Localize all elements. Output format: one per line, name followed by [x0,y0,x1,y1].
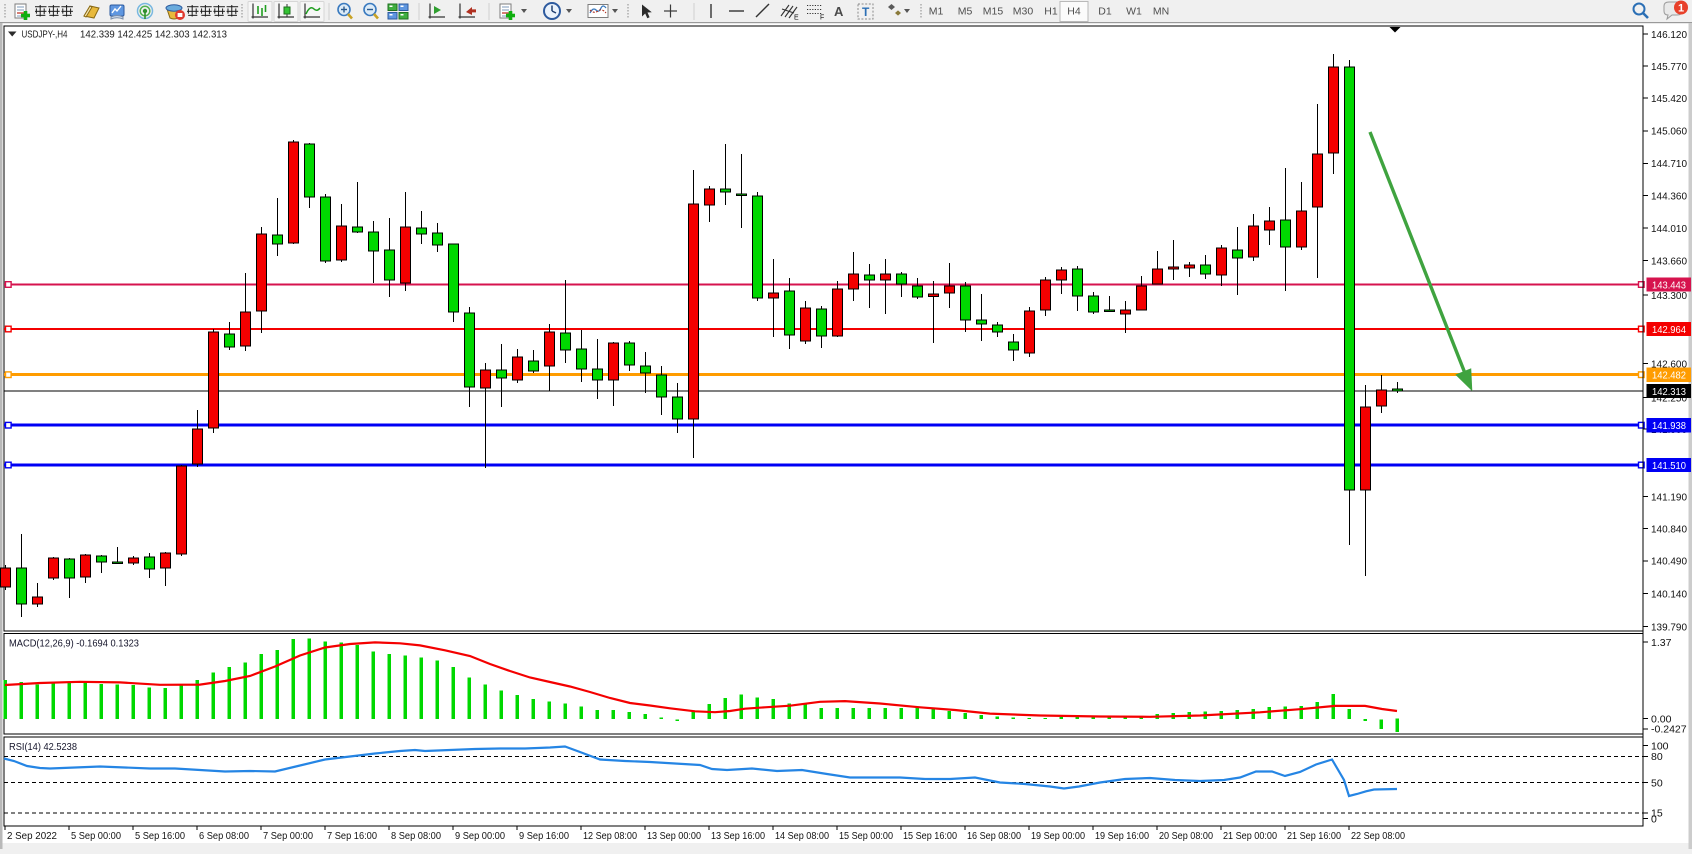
svg-text:H1: H1 [1044,6,1058,18]
svg-text:1: 1 [1678,3,1684,15]
svg-text:143.660: 143.660 [1651,255,1687,267]
svg-text:13 Sep 00:00: 13 Sep 00:00 [647,830,701,842]
svg-text:21 Sep 16:00: 21 Sep 16:00 [1287,830,1341,842]
svg-text:20 Sep 08:00: 20 Sep 08:00 [1159,830,1213,842]
svg-text:19 Sep 16:00: 19 Sep 16:00 [1095,830,1149,842]
svg-text:7 Sep 16:00: 7 Sep 16:00 [327,830,377,842]
svg-text:21 Sep 00:00: 21 Sep 00:00 [1223,830,1277,842]
svg-text:9 Sep 16:00: 9 Sep 16:00 [519,830,569,842]
svg-text:MACD(12,26,9) -0.1694 0.1323: MACD(12,26,9) -0.1694 0.1323 [9,638,139,650]
svg-text:140.140: 140.140 [1651,588,1687,600]
svg-text:M30: M30 [1013,6,1034,18]
svg-text:2 Sep 2022: 2 Sep 2022 [7,830,57,842]
svg-text:0: 0 [1651,813,1657,825]
svg-text:USDJPY-,H4: USDJPY-,H4 [22,29,68,41]
svg-text:19 Sep 00:00: 19 Sep 00:00 [1031,830,1085,842]
svg-text:142.313: 142.313 [1652,386,1686,398]
svg-text:5 Sep 16:00: 5 Sep 16:00 [135,830,185,842]
svg-text:RSI(14) 42.5238: RSI(14) 42.5238 [9,741,77,753]
svg-text:7 Sep 00:00: 7 Sep 00:00 [263,830,313,842]
svg-text:15 Sep 16:00: 15 Sep 16:00 [903,830,957,842]
svg-text:22 Sep 08:00: 22 Sep 08:00 [1351,830,1405,842]
svg-text:E: E [794,15,799,22]
svg-text:145.060: 145.060 [1651,126,1687,138]
svg-text:12 Sep 08:00: 12 Sep 08:00 [583,830,637,842]
svg-text:H4: H4 [1067,6,1081,18]
svg-text:140.840: 140.840 [1651,523,1687,535]
svg-text:8 Sep 08:00: 8 Sep 08:00 [391,830,441,842]
svg-text:M15: M15 [983,6,1004,18]
svg-text:D1: D1 [1098,6,1112,18]
svg-text:139.790: 139.790 [1651,621,1687,633]
svg-text:F: F [820,15,824,22]
svg-text:145.420: 145.420 [1651,93,1687,105]
svg-text:141.190: 141.190 [1651,491,1687,503]
svg-text:141.510: 141.510 [1652,460,1686,472]
svg-text:145.770: 145.770 [1651,61,1687,73]
svg-text:MN: MN [1153,6,1169,18]
svg-text:15 Sep 00:00: 15 Sep 00:00 [839,830,893,842]
svg-text:9 Sep 00:00: 9 Sep 00:00 [455,830,505,842]
svg-text:143.443: 143.443 [1652,279,1686,291]
svg-text:6 Sep 08:00: 6 Sep 08:00 [199,830,249,842]
svg-text:14 Sep 08:00: 14 Sep 08:00 [775,830,829,842]
svg-text:144.010: 144.010 [1651,223,1687,235]
svg-text:1.37: 1.37 [1651,637,1672,649]
svg-text:13 Sep 16:00: 13 Sep 16:00 [711,830,765,842]
svg-text:144.710: 144.710 [1651,158,1687,170]
svg-text:M5: M5 [958,6,973,18]
svg-text:146.120: 146.120 [1651,29,1687,41]
svg-text:-0.2427: -0.2427 [1651,724,1687,736]
svg-text:50: 50 [1651,778,1663,790]
svg-text:142.482: 142.482 [1652,370,1686,382]
svg-text:144.360: 144.360 [1651,190,1687,202]
svg-text:142.339 142.425 142.303 142.31: 142.339 142.425 142.303 142.313 [80,29,227,41]
svg-text:T: T [862,5,870,19]
svg-text:5 Sep 00:00: 5 Sep 00:00 [71,830,121,842]
svg-text:M1: M1 [929,6,944,18]
svg-text:A: A [834,4,844,19]
svg-text:16 Sep 08:00: 16 Sep 08:00 [967,830,1021,842]
svg-text:W1: W1 [1126,6,1142,18]
svg-text:140.490: 140.490 [1651,556,1687,568]
svg-text:80: 80 [1651,751,1663,763]
svg-text:141.938: 141.938 [1652,420,1686,432]
svg-text:142.964: 142.964 [1652,324,1686,336]
